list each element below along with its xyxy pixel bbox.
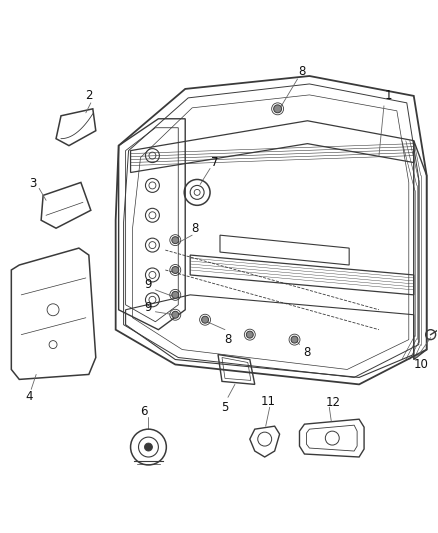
Text: 9: 9: [145, 278, 152, 292]
Text: 7: 7: [211, 156, 219, 169]
Text: 8: 8: [298, 64, 305, 77]
Text: 8: 8: [191, 222, 199, 235]
Circle shape: [172, 292, 179, 298]
Text: 9: 9: [145, 301, 152, 314]
Circle shape: [246, 331, 253, 338]
Text: 1: 1: [385, 90, 392, 102]
Text: 2: 2: [85, 90, 92, 102]
Text: 8: 8: [224, 333, 232, 346]
Circle shape: [274, 105, 282, 113]
Text: 6: 6: [140, 405, 147, 418]
Circle shape: [145, 443, 152, 451]
Text: 8: 8: [304, 346, 311, 359]
Circle shape: [172, 311, 179, 318]
Circle shape: [172, 237, 179, 244]
Text: 10: 10: [413, 358, 428, 371]
Circle shape: [201, 316, 208, 323]
Text: 5: 5: [221, 401, 229, 414]
Text: 11: 11: [260, 395, 275, 408]
Text: 4: 4: [25, 390, 33, 403]
Text: 12: 12: [326, 396, 341, 409]
Circle shape: [291, 336, 298, 343]
Circle shape: [172, 266, 179, 273]
Text: 3: 3: [29, 177, 37, 190]
